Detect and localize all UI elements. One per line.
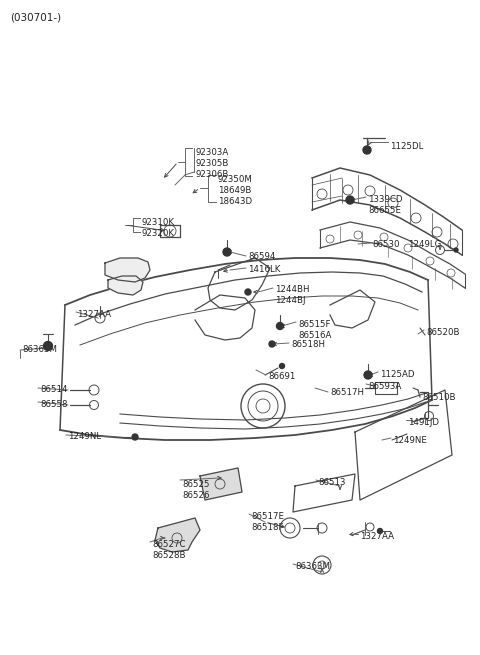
Polygon shape	[155, 518, 200, 552]
Text: 1416LK: 1416LK	[248, 265, 280, 274]
Text: 1491JD: 1491JD	[408, 418, 439, 427]
Text: 86517E
86518F: 86517E 86518F	[251, 512, 284, 532]
Text: 92303A
92305B
92306B: 92303A 92305B 92306B	[195, 148, 228, 179]
Text: 1249NE: 1249NE	[393, 436, 427, 445]
Text: 86513: 86513	[318, 478, 346, 487]
Polygon shape	[200, 468, 242, 500]
Text: 1249NL: 1249NL	[68, 432, 101, 441]
Text: 86510B: 86510B	[422, 393, 456, 402]
Circle shape	[269, 341, 275, 347]
Circle shape	[245, 289, 251, 295]
Text: 86517H: 86517H	[330, 388, 364, 397]
Text: 86520B: 86520B	[426, 328, 459, 337]
Text: 86515F
86516A: 86515F 86516A	[298, 320, 331, 340]
Circle shape	[454, 248, 458, 252]
Circle shape	[363, 146, 371, 154]
Text: 86518H: 86518H	[291, 340, 325, 349]
Polygon shape	[108, 276, 143, 295]
Text: 92310K
92320K: 92310K 92320K	[142, 218, 175, 238]
Text: 86594: 86594	[248, 252, 276, 261]
Text: (030701-): (030701-)	[10, 12, 61, 22]
Text: 1125DL: 1125DL	[390, 142, 423, 151]
Circle shape	[223, 248, 231, 256]
Circle shape	[276, 322, 284, 329]
Text: 1339CD
86655E: 1339CD 86655E	[368, 195, 403, 215]
Text: 1244BH
1244BJ: 1244BH 1244BJ	[275, 285, 310, 305]
Text: 86363M: 86363M	[22, 345, 57, 354]
Text: 86691: 86691	[268, 372, 295, 381]
Text: 1327AA: 1327AA	[77, 310, 111, 319]
Circle shape	[377, 529, 383, 534]
Circle shape	[364, 371, 372, 379]
Circle shape	[279, 364, 285, 369]
Text: 86514: 86514	[40, 385, 68, 394]
Circle shape	[44, 341, 52, 350]
Text: 86530: 86530	[372, 240, 399, 249]
Text: 86527C
86528B: 86527C 86528B	[152, 540, 185, 560]
Text: 86558: 86558	[40, 400, 68, 409]
Text: 86363M: 86363M	[295, 562, 330, 571]
Text: 92350M
18649B
18643D: 92350M 18649B 18643D	[218, 175, 253, 206]
Text: 86525
86526: 86525 86526	[182, 480, 209, 500]
Text: 1125AD: 1125AD	[380, 370, 415, 379]
Circle shape	[132, 434, 138, 440]
Polygon shape	[105, 258, 150, 282]
Circle shape	[346, 196, 354, 204]
Text: 86593A: 86593A	[368, 382, 401, 391]
Text: 1249LG: 1249LG	[408, 240, 442, 249]
Text: 1327AA: 1327AA	[360, 532, 394, 541]
